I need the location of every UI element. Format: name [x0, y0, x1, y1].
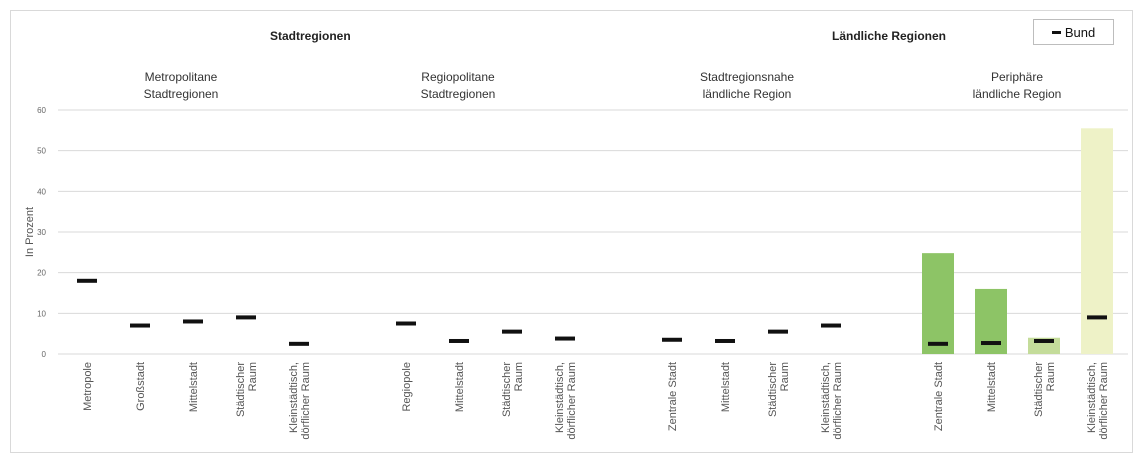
bund-marker [396, 321, 416, 326]
x-tick-label-line: Städtischer [501, 362, 513, 417]
x-tick-label: Zentrale Stadt [667, 362, 679, 431]
x-tick-label-line: Kleinstädtisch, [1086, 362, 1098, 433]
x-tick-label-line: Städtischer [235, 362, 247, 417]
bund-marker [1034, 338, 1054, 343]
x-tick-label: Metropole [82, 362, 94, 411]
x-tick-label: Zentrale Stadt [933, 362, 945, 431]
bar [1081, 128, 1113, 354]
bund-marker [236, 315, 256, 320]
y-tick-label: 60 [37, 106, 46, 115]
x-tick-label-line: dörflicher Raum [832, 362, 844, 440]
x-tick-label-line: Städtischer [767, 362, 779, 417]
x-tick-label: StädtischerRaum [1033, 362, 1057, 417]
x-tick-label-line: Regiopole [401, 362, 413, 412]
y-tick-label: 50 [37, 147, 46, 156]
x-tick-label-line: Raum [247, 362, 259, 391]
x-tick-label: Mittelstadt [188, 362, 200, 412]
x-tick-label-line: Mittelstadt [454, 362, 466, 412]
y-tick-label: 40 [37, 187, 46, 196]
bund-marker [502, 329, 522, 334]
bund-marker [130, 323, 150, 328]
x-tick-label: Kleinstädtisch,dörflicher Raum [820, 362, 844, 440]
bund-marker [981, 341, 1001, 346]
x-tick-label-line: Metropole [82, 362, 94, 411]
chart-frame [10, 10, 1133, 453]
x-tick-label-line: dörflicher Raum [1098, 362, 1110, 440]
x-tick-label: StädtischerRaum [501, 362, 525, 417]
header-stadtregionen: Stadtregionen [270, 29, 351, 43]
bund-marker [768, 329, 788, 334]
x-tick-label-line: Mittelstadt [986, 362, 998, 412]
x-tick-label: Kleinstädtisch,dörflicher Raum [1086, 362, 1110, 440]
y-axis-label: In Prozent [24, 207, 36, 257]
x-tick-label: Regiopole [401, 362, 413, 412]
x-tick-label-line: Raum [513, 362, 525, 391]
x-tick-label-line: dörflicher Raum [300, 362, 312, 440]
x-tick-label: StädtischerRaum [767, 362, 791, 417]
x-tick-label-line: Zentrale Stadt [667, 362, 679, 431]
x-tick-label: Kleinstädtisch,dörflicher Raum [288, 362, 312, 440]
bund-marker [821, 323, 841, 328]
y-tick-label: 0 [42, 350, 47, 359]
x-tick-label-line: Städtischer [1033, 362, 1045, 417]
header-laendliche-regionen: Ländliche Regionen [832, 29, 947, 43]
bund-marker [715, 338, 735, 343]
x-tick-label-line: Kleinstädtisch, [554, 362, 566, 433]
bund-marker [77, 278, 97, 283]
group-label-metropolitane: Metropolitane Stadtregionen [143, 70, 219, 101]
x-tick-label: Mittelstadt [720, 362, 732, 412]
x-tick-label: Großstadt [135, 362, 147, 411]
x-tick-label-line: Großstadt [135, 362, 147, 411]
group-label-periphaere: Periphäre ländliche Region [972, 70, 1062, 101]
bar [922, 253, 954, 354]
bund-marker [1087, 315, 1107, 320]
legend-bund-label: Bund [1064, 24, 1096, 40]
y-tick-label: 20 [37, 269, 46, 278]
x-tick-label: StädtischerRaum [235, 362, 259, 417]
y-tick-label: 10 [37, 309, 46, 318]
x-tick-label: Mittelstadt [986, 362, 998, 412]
bund-marker [555, 336, 575, 341]
legend-bund-marker [1051, 30, 1061, 34]
legend: Bund [1033, 19, 1114, 45]
bund-marker [662, 337, 682, 342]
bund-marker [289, 341, 309, 346]
x-tick-label-line: Mittelstadt [720, 362, 732, 412]
bund-marker [928, 341, 948, 346]
x-tick-label-line: Kleinstädtisch, [820, 362, 832, 433]
x-tick-label-line: Raum [1045, 362, 1057, 391]
bund-marker [449, 338, 469, 343]
group-label-regiopolitane: Regiopolitane Stadtregionen [420, 70, 496, 101]
x-tick-label-line: Raum [779, 362, 791, 391]
y-tick-label: 30 [37, 228, 46, 237]
x-tick-label-line: dörflicher Raum [566, 362, 578, 440]
x-tick-label: Mittelstadt [454, 362, 466, 412]
x-tick-label-line: Zentrale Stadt [933, 362, 945, 431]
x-tick-label: Kleinstädtisch,dörflicher Raum [554, 362, 578, 440]
x-tick-label-line: Mittelstadt [188, 362, 200, 412]
bund-marker [183, 319, 203, 324]
group-label-stadtregionsnahe: Stadtregionsnahe ländliche Region [699, 70, 795, 101]
x-tick-label-line: Kleinstädtisch, [288, 362, 300, 433]
